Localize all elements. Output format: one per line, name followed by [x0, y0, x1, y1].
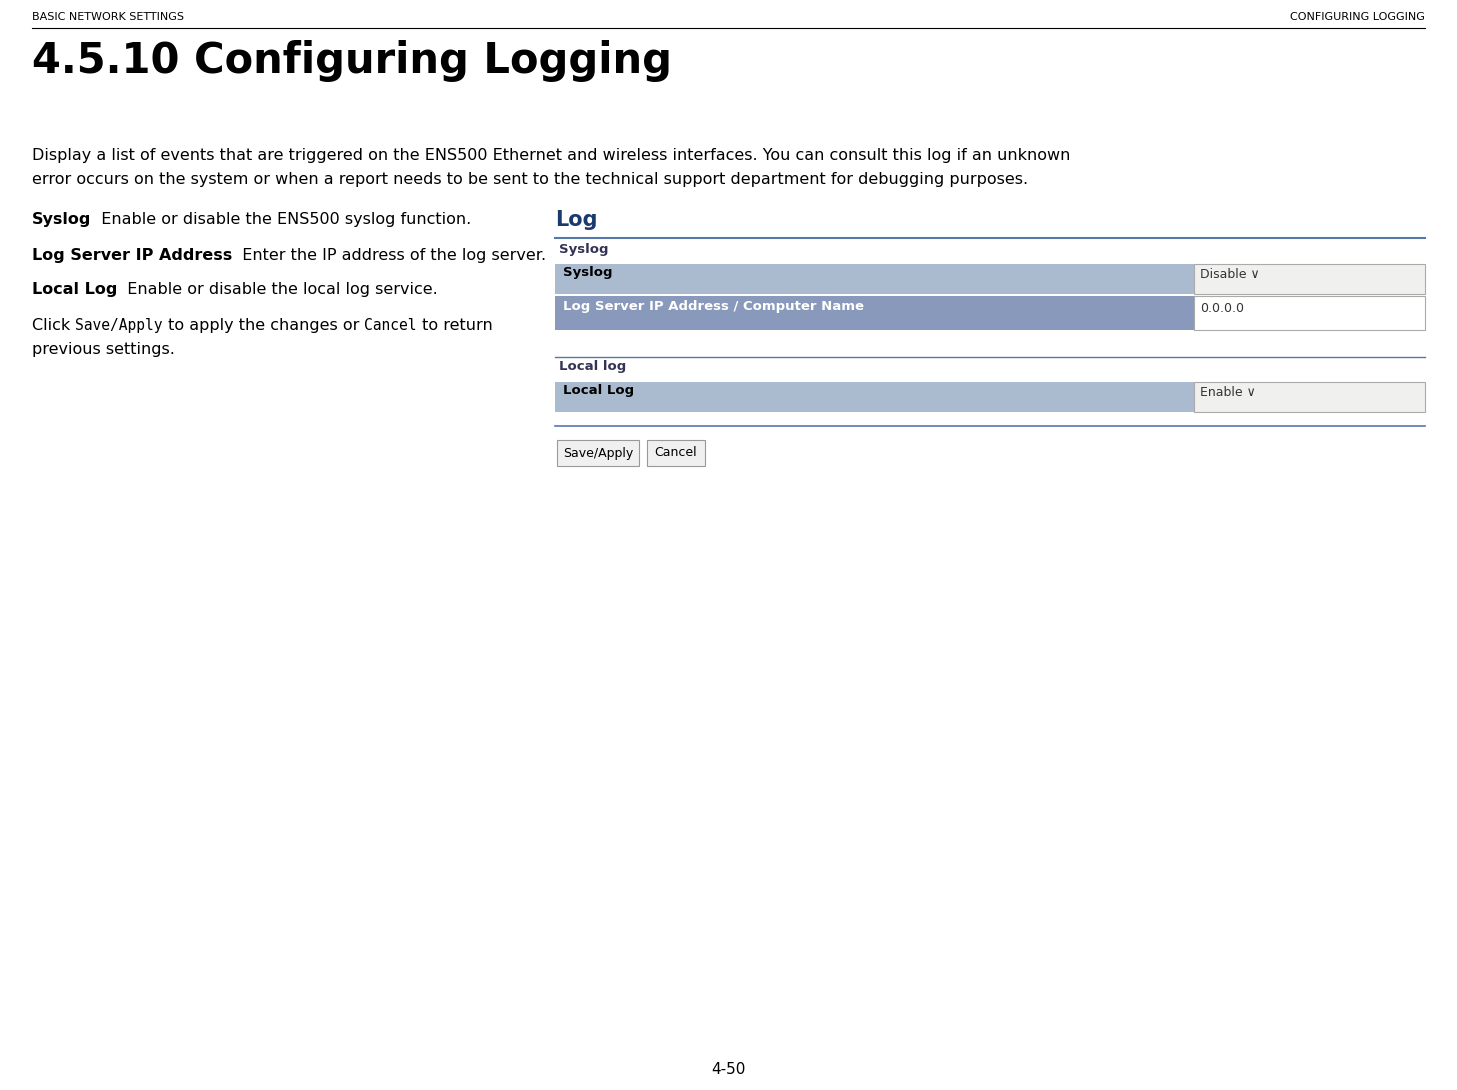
- Text: Save/Apply: Save/Apply: [76, 318, 163, 334]
- Text: Cancel: Cancel: [654, 447, 698, 460]
- Bar: [555, 382, 1425, 412]
- Text: Local Log: Local Log: [32, 282, 118, 296]
- Bar: [555, 264, 1425, 294]
- Text: Enter the IP address of the log server.: Enter the IP address of the log server.: [232, 249, 546, 263]
- Text: to return: to return: [417, 318, 492, 334]
- Text: Log Server IP Address: Log Server IP Address: [32, 249, 232, 263]
- Text: Display a list of events that are triggered on the ENS500 Ethernet and wireless : Display a list of events that are trigge…: [32, 148, 1071, 164]
- Text: previous settings.: previous settings.: [32, 342, 175, 358]
- Bar: [555, 296, 1425, 330]
- Text: Enable or disable the local log service.: Enable or disable the local log service.: [118, 282, 439, 296]
- Text: Syslog: Syslog: [562, 266, 612, 279]
- Text: to apply the changes or: to apply the changes or: [163, 318, 364, 334]
- Bar: [647, 440, 705, 467]
- Text: Local Log: Local Log: [562, 384, 634, 397]
- Text: Local log: Local log: [559, 360, 627, 373]
- Text: Disable ∨: Disable ∨: [1201, 268, 1260, 281]
- Text: CONFIGURING LOGGING: CONFIGURING LOGGING: [1289, 12, 1425, 22]
- Text: 4-50: 4-50: [711, 1062, 746, 1077]
- Text: error occurs on the system or when a report needs to be sent to the technical su: error occurs on the system or when a rep…: [32, 172, 1029, 187]
- Bar: [557, 440, 640, 467]
- Text: 0.0.0.0: 0.0.0.0: [1201, 302, 1244, 315]
- Text: BASIC NETWORK SETTINGS: BASIC NETWORK SETTINGS: [32, 12, 184, 22]
- Text: Syslog: Syslog: [559, 243, 609, 256]
- Text: Save/Apply: Save/Apply: [562, 447, 634, 460]
- Bar: [1195, 264, 1425, 294]
- Text: Log Server IP Address / Computer Name: Log Server IP Address / Computer Name: [562, 300, 864, 313]
- Bar: [1195, 382, 1425, 412]
- Text: Enable ∨: Enable ∨: [1201, 386, 1256, 399]
- Text: Cancel: Cancel: [364, 318, 417, 334]
- Text: Click: Click: [32, 318, 76, 334]
- Text: Syslog: Syslog: [32, 211, 92, 227]
- Text: 4.5.10 Configuring Logging: 4.5.10 Configuring Logging: [32, 40, 672, 82]
- Bar: [1195, 296, 1425, 330]
- Text: Enable or disable the ENS500 syslog function.: Enable or disable the ENS500 syslog func…: [92, 211, 472, 227]
- Text: Log: Log: [555, 210, 597, 230]
